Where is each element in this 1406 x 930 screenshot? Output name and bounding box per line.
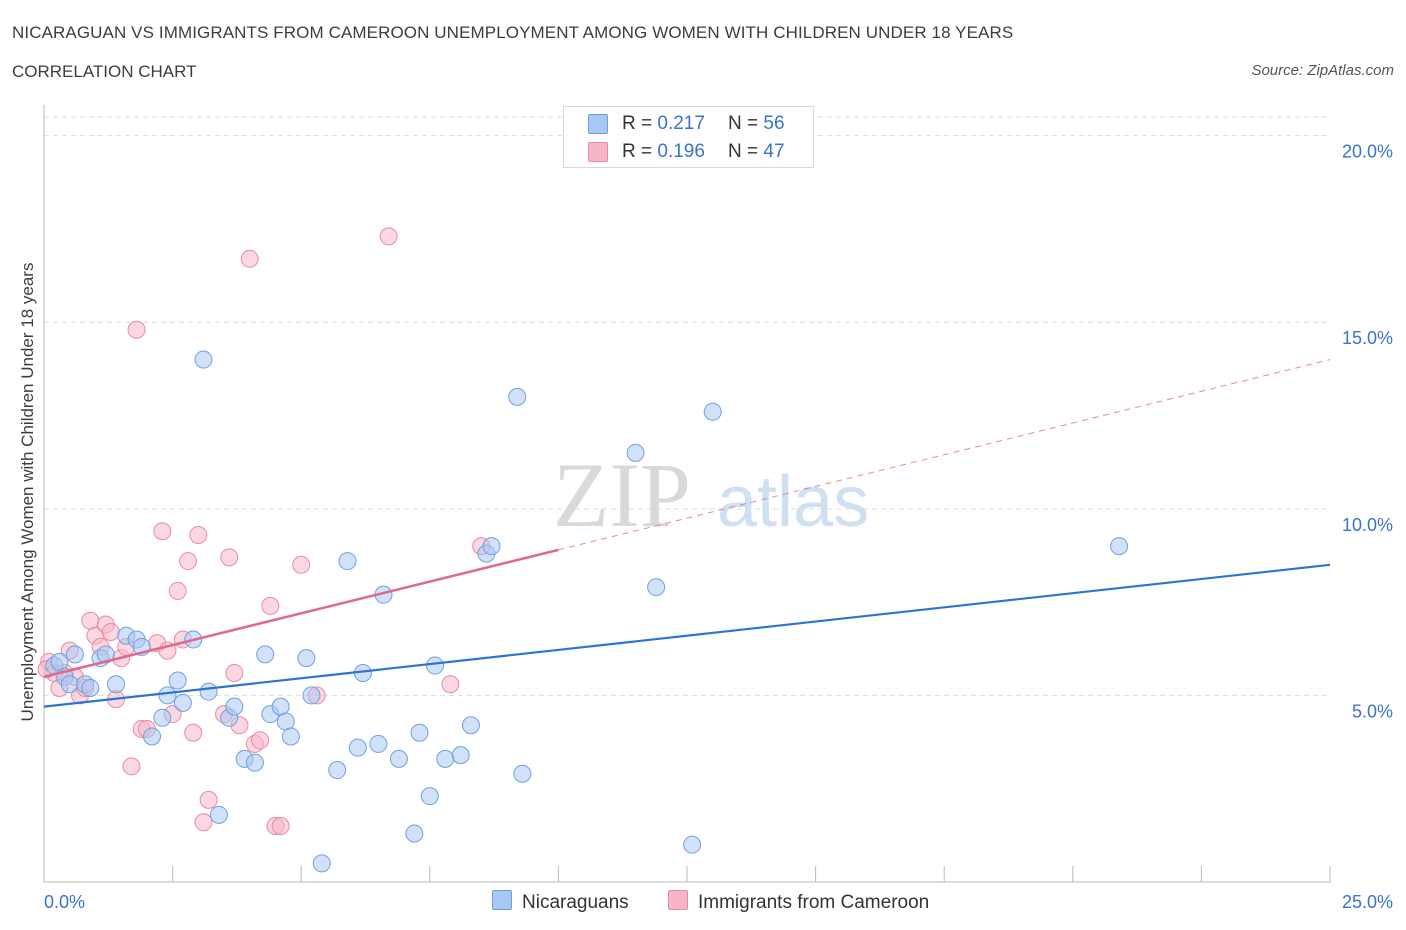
nicaraguan-point: [199, 682, 218, 701]
nicaraguan-point: [276, 712, 295, 731]
cameroon-point: [379, 227, 398, 246]
correlation-legend: R = 0.217 N = 56 R = 0.196 N = 47: [563, 106, 814, 168]
legend-swatch-blue: [588, 114, 608, 134]
nicaraguan-point: [348, 738, 367, 757]
cameroon-point: [251, 731, 270, 750]
nicaraguan-point: [65, 645, 84, 664]
legend-r-label: R = 0.196: [622, 141, 705, 162]
nicaraguan-point: [143, 727, 162, 746]
nicaraguan-point: [96, 645, 115, 664]
nicaraguan-point: [302, 686, 321, 705]
nicaraguan-point: [107, 675, 126, 694]
y-tick-label: 5.0%: [1352, 701, 1393, 721]
nicaraguans-trend-line: [43, 563, 1331, 708]
legend-n-label: N = 56: [728, 113, 785, 134]
cameroon-point: [194, 813, 213, 832]
series-nicaraguans-points: [45, 350, 1129, 873]
cameroon-point: [292, 555, 311, 574]
cameroon-point: [122, 757, 141, 776]
nicaraguan-point: [158, 686, 177, 705]
cameroon-point: [81, 611, 100, 630]
legend-item-cameroon: Immigrants from Cameroon: [668, 890, 929, 914]
cameroon-point: [261, 596, 280, 615]
trend-lines: [43, 359, 1331, 708]
nicaraguan-point: [626, 443, 645, 462]
legend-n-value: 47: [763, 141, 785, 162]
chart-subtitle: CORRELATION CHART: [12, 62, 197, 81]
cameroon-point: [441, 675, 460, 694]
nicaraguan-point: [271, 697, 290, 716]
legend-r-value: 0.217: [657, 113, 705, 134]
chart-title: NICARAGUAN VS IMMIGRANTS FROM CAMEROON U…: [12, 23, 1014, 42]
nicaraguan-point: [683, 835, 702, 854]
nicaraguan-point: [312, 854, 331, 873]
nicaraguan-point: [1110, 537, 1129, 556]
legend-swatch-pink: [588, 142, 608, 162]
y-tick-label: 20.0%: [1342, 142, 1393, 162]
cameroon-point: [127, 320, 146, 339]
cameroon-point: [189, 525, 208, 544]
nicaraguan-point: [328, 761, 347, 780]
nicaraguan-point: [194, 350, 213, 369]
nicaraguan-point: [513, 764, 532, 783]
nicaraguan-point: [225, 697, 244, 716]
cameroon-point: [199, 790, 218, 809]
nicaraguan-point: [369, 734, 388, 753]
cameroon-point: [101, 622, 120, 641]
cameroon-point: [225, 664, 244, 683]
nicaraguan-point: [405, 824, 424, 843]
legend-swatch-blue: [492, 890, 512, 910]
nicaraguan-point: [81, 678, 100, 697]
grid-lines: [44, 116, 1330, 696]
nicaraguan-point: [703, 402, 722, 421]
nicaraguan-point: [508, 387, 527, 406]
legend-n-value: 56: [763, 113, 785, 134]
cameroon-point: [153, 522, 172, 541]
cameroon-point: [271, 817, 290, 836]
nicaraguan-point: [297, 649, 316, 668]
nicaraguan-point: [410, 723, 429, 742]
legend-n-label: N = 47: [728, 141, 785, 162]
nicaraguan-point: [420, 787, 439, 806]
legend-r-value: 0.196: [657, 141, 705, 162]
x-tick-label: 0.0%: [44, 892, 85, 912]
nicaraguan-point: [451, 746, 470, 765]
nicaraguan-point: [168, 671, 187, 690]
nicaraguan-point: [209, 805, 228, 824]
nicaraguan-point: [153, 708, 172, 727]
cameroon-point: [168, 581, 187, 600]
cameroon-point: [179, 552, 198, 571]
source-label: Source: ZipAtlas.com: [1251, 62, 1394, 79]
y-tick-label: 10.0%: [1342, 515, 1393, 535]
watermark-atlas: atlas: [717, 462, 869, 542]
axes: [43, 105, 1331, 883]
legend-swatch-pink: [668, 890, 688, 910]
legend-item-nicaraguans: Nicaraguans: [492, 890, 629, 914]
nicaraguan-point: [50, 652, 69, 671]
cameroon-trend-line: [43, 548, 559, 678]
tick-labels: 5.0% 10.0% 15.0% 20.0% 0.0% 25.0%: [44, 142, 1393, 912]
nicaraguan-point: [173, 693, 192, 712]
nicaraguan-point: [256, 645, 275, 664]
nicaraguan-point: [281, 727, 300, 746]
y-tick-label: 15.0%: [1342, 328, 1393, 348]
watermark-zip: ZIP: [553, 444, 691, 546]
nicaraguan-point: [436, 749, 455, 768]
nicaraguan-point: [338, 552, 357, 571]
nicaraguan-point: [482, 537, 501, 556]
cameroon-point: [240, 249, 259, 268]
legend-r-label: R = 0.217: [622, 113, 705, 134]
cameroon-trend-extension: [558, 359, 1331, 551]
cameroon-point: [220, 548, 239, 567]
nicaraguan-point: [389, 749, 408, 768]
nicaraguan-point: [60, 675, 79, 694]
x-tick-label: 25.0%: [1342, 892, 1393, 912]
nicaraguan-point: [245, 753, 264, 772]
series-cameroon-points: [37, 227, 491, 836]
nicaraguan-point: [647, 578, 666, 597]
nicaraguan-point: [461, 716, 480, 735]
nicaraguan-point: [425, 656, 444, 675]
cameroon-point: [184, 723, 203, 742]
